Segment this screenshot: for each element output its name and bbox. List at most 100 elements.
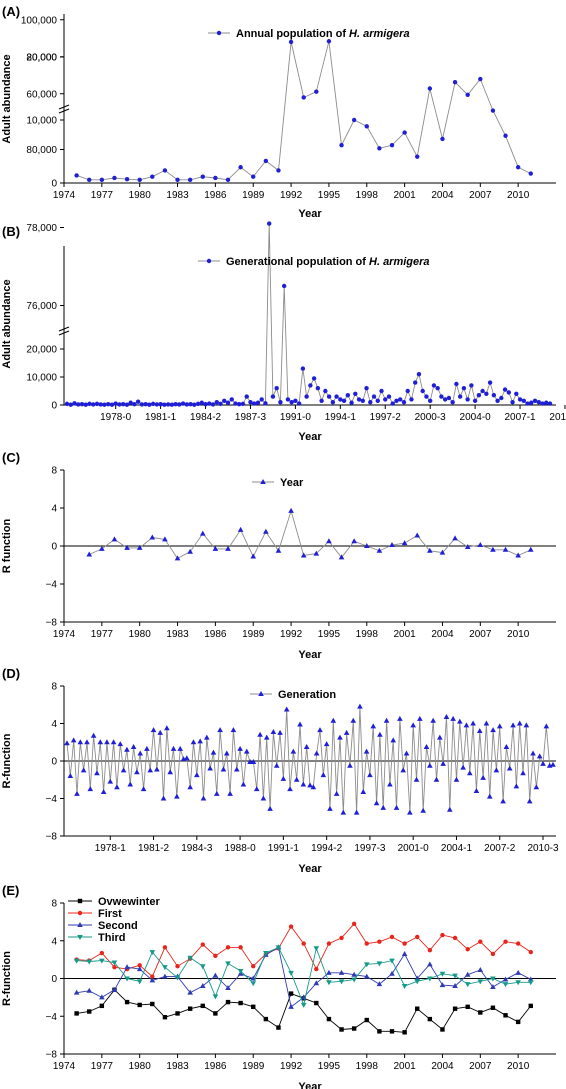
data-point xyxy=(144,745,150,751)
x-tick-label: 1983 xyxy=(166,1061,189,1072)
data-point xyxy=(174,555,181,561)
data-point xyxy=(465,397,470,402)
data-point xyxy=(149,977,156,983)
data-point xyxy=(243,748,250,754)
data-point xyxy=(476,728,483,733)
data-point xyxy=(529,400,534,405)
data-point xyxy=(124,999,130,1005)
data-point xyxy=(162,973,168,979)
data-point xyxy=(288,991,294,996)
data-point xyxy=(275,945,282,951)
data-point xyxy=(124,177,130,182)
data-point xyxy=(515,552,521,558)
data-point xyxy=(313,946,320,952)
data-point xyxy=(454,381,459,387)
data-point xyxy=(257,731,263,737)
data-point xyxy=(134,769,140,775)
data-point xyxy=(87,401,92,407)
data-point xyxy=(540,760,546,766)
data-point xyxy=(109,402,115,407)
data-point xyxy=(154,402,160,407)
data-point xyxy=(128,400,133,405)
data-point xyxy=(427,547,433,553)
data-point xyxy=(87,177,92,183)
data-point xyxy=(200,1003,205,1009)
data-point xyxy=(251,174,256,179)
data-point xyxy=(478,76,483,82)
data-point xyxy=(73,958,80,964)
x-tick-label: 1974 xyxy=(53,1061,76,1072)
data-point xyxy=(364,386,369,391)
data-point xyxy=(377,146,382,151)
data-point xyxy=(266,221,272,226)
x-tick-label: 2004 xyxy=(431,1061,454,1072)
data-point xyxy=(413,380,418,385)
data-point xyxy=(510,722,516,728)
data-point xyxy=(407,809,413,815)
data-point xyxy=(149,534,156,540)
data-point xyxy=(521,398,526,403)
data-point xyxy=(97,739,104,745)
data-point xyxy=(160,795,167,801)
data-point xyxy=(533,784,540,790)
data-point xyxy=(544,400,549,405)
data-point xyxy=(337,734,343,740)
legend-label: Generational population of H. armigera xyxy=(226,256,430,268)
data-point xyxy=(427,976,433,982)
data-point xyxy=(174,975,181,981)
data-point xyxy=(117,741,124,747)
data-point xyxy=(225,400,231,405)
x-tick-label: 1992 xyxy=(280,629,303,640)
data-point xyxy=(363,973,370,979)
data-point xyxy=(255,400,261,405)
y-axis-label: Adult abundance xyxy=(1,54,13,143)
data-point xyxy=(64,401,70,407)
data-point xyxy=(67,773,74,778)
y-tick-label: −4 xyxy=(46,580,58,591)
data-point xyxy=(525,401,530,406)
data-point xyxy=(340,809,347,815)
data-point xyxy=(464,971,471,977)
data-point xyxy=(76,402,81,407)
data-point xyxy=(225,984,231,990)
y-tick-label: −4 xyxy=(46,794,58,805)
data-point xyxy=(405,388,410,394)
data-point xyxy=(477,979,484,985)
y-tick-label: 10,000 xyxy=(26,373,57,384)
data-point xyxy=(439,549,446,555)
y-tick-label: 76,000 xyxy=(26,301,57,312)
data-point xyxy=(237,745,243,751)
data-point xyxy=(301,95,306,100)
data-point xyxy=(225,961,231,967)
y-tick-label: 0 xyxy=(51,974,57,985)
data-point xyxy=(478,1010,483,1015)
x-tick-label: 1984-3 xyxy=(181,843,213,854)
y-axis-label: R-function xyxy=(1,733,13,788)
data-point xyxy=(433,776,440,782)
x-tick-label: 1986 xyxy=(204,1061,227,1072)
data-point xyxy=(99,545,105,551)
data-point xyxy=(200,795,207,801)
data-point xyxy=(383,397,388,402)
legend-label: Third xyxy=(98,932,126,944)
data-point xyxy=(68,402,73,407)
data-point xyxy=(288,507,294,513)
data-point xyxy=(397,715,403,721)
y-tick-label: −8 xyxy=(46,618,58,629)
data-point xyxy=(212,545,219,551)
data-point xyxy=(465,1004,470,1010)
data-point xyxy=(439,971,446,977)
data-point xyxy=(307,782,313,788)
data-point xyxy=(218,401,223,407)
data-point xyxy=(94,770,100,776)
y-tick-label: 100,000 xyxy=(21,15,58,26)
data-point xyxy=(515,941,521,946)
legend-italic: H. armigera xyxy=(366,256,430,268)
x-tick-label: 1974 xyxy=(53,629,76,640)
data-point xyxy=(523,722,530,728)
data-point xyxy=(230,727,237,733)
data-point xyxy=(300,552,307,558)
data-point xyxy=(502,546,509,552)
y-tick-label: 60,000 xyxy=(26,89,57,100)
